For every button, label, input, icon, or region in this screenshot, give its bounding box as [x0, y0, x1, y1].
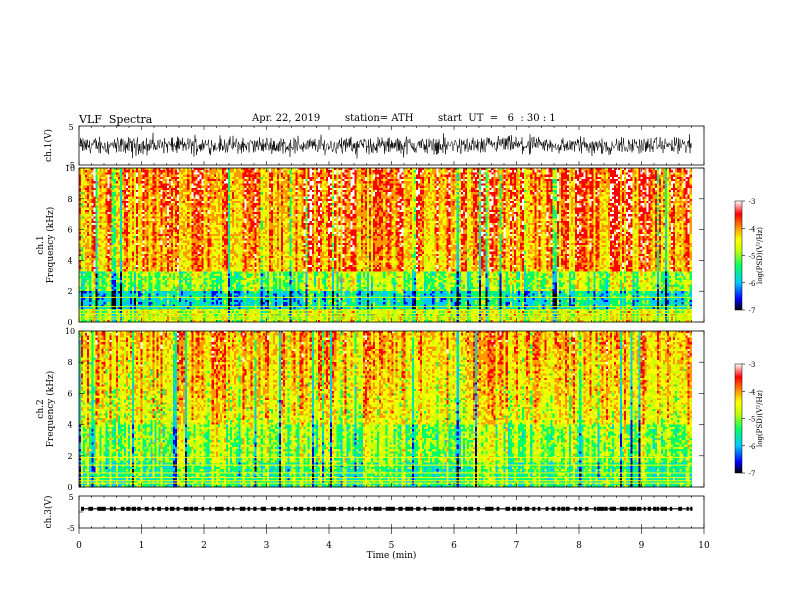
spectrogram-channel-label: ch.2 — [36, 399, 46, 418]
colorbar-tick-label: -4 — [749, 225, 756, 233]
colorbar-tick-label: -7 — [749, 307, 756, 315]
spectrogram-ylabel: Frequency (kHz) — [45, 207, 56, 284]
spectrogram-ylabel: Frequency (kHz) — [45, 371, 56, 448]
xtick-label: 3 — [264, 541, 270, 551]
colorbar-tick-label: -5 — [749, 416, 756, 424]
xtick-label: 6 — [451, 541, 457, 551]
x-axis-label: Time (min) — [367, 550, 417, 561]
freq-tick-label: 4 — [67, 421, 72, 430]
colorbar-tick-label: -4 — [749, 388, 756, 396]
freq-tick-label: 10 — [65, 164, 75, 173]
colorbar-label: log(PSD)(V²/Hz) — [756, 227, 764, 284]
spectrogram-channel-label: ch.1 — [36, 235, 46, 254]
waveform-ylabel: ch.1(V) — [43, 129, 54, 162]
freq-tick-label: 8 — [67, 358, 72, 367]
freq-tick-label: 2 — [67, 452, 72, 461]
xtick-label: 9 — [639, 541, 645, 551]
freq-tick-label: 0 — [67, 318, 72, 327]
colorbar-tick-label: -3 — [749, 198, 756, 206]
freq-tick-label: 2 — [67, 287, 72, 296]
colorbar-tick-label: -6 — [749, 443, 756, 451]
colorbar-tick-label: -7 — [749, 470, 756, 478]
spectrogram-cells-2 — [79, 331, 692, 487]
xtick-label: 8 — [576, 541, 582, 551]
xtick-label: 2 — [201, 541, 207, 551]
xtick-label: 4 — [326, 541, 332, 551]
spectrogram-cells-1 — [79, 168, 692, 322]
freq-tick-label: 8 — [67, 195, 72, 204]
vlf-figure: 5-5ch.1(V)0246810ch.1 Frequency (kHz)-3-4… — [0, 0, 792, 612]
ytick-label: 5 — [68, 493, 73, 502]
freq-tick-label: 6 — [67, 389, 72, 398]
xtick-label: 0 — [76, 541, 82, 551]
freq-tick-label: 0 — [67, 483, 72, 492]
waveform-ylabel: ch.3(V) — [43, 496, 54, 529]
freq-tick-label: 4 — [67, 256, 72, 265]
xtick-label: 10 — [698, 541, 710, 551]
waveform-panel-1: 5-5ch.1(V) — [43, 123, 704, 170]
spectrogram-panel-1: 0 2 4 6 8 10 ch.1 Frequency (kHz) -3 -4 -5 -6 -7 log(… — [36, 164, 764, 327]
freq-tick-label: 6 — [67, 226, 72, 235]
waveform-panel-3: 5 -5 ch.3(V) — [43, 493, 704, 533]
colorbar-label: log(PSD)(V²/Hz) — [756, 390, 764, 447]
freq-tick-label: 10 — [65, 327, 75, 336]
ytick-label: -5 — [67, 524, 75, 533]
spectrogram-panel-2: 0 2 4 6 8 10 ch.2 Frequency (kHz) -3 -4 -5 -6 -7 log(… — [36, 327, 764, 492]
colorbar-tick-label: -5 — [749, 253, 756, 261]
xtick-label: 7 — [514, 541, 520, 551]
colorbar-tick-label: -3 — [749, 361, 756, 369]
ch1-trace — [80, 133, 692, 159]
colorbar-1 — [735, 201, 742, 310]
colorbar-2 — [735, 364, 742, 473]
colorbar-tick-label: -6 — [749, 280, 756, 288]
xtick-label: 5 — [389, 541, 395, 551]
x-axis: 0 1 2 3 4 5 6 7 8 9 10 Time (min) — [76, 528, 710, 561]
xtick-label: 1 — [139, 541, 145, 551]
waveform-frame-3 — [79, 496, 704, 528]
ytick-label: 5 — [68, 123, 73, 132]
